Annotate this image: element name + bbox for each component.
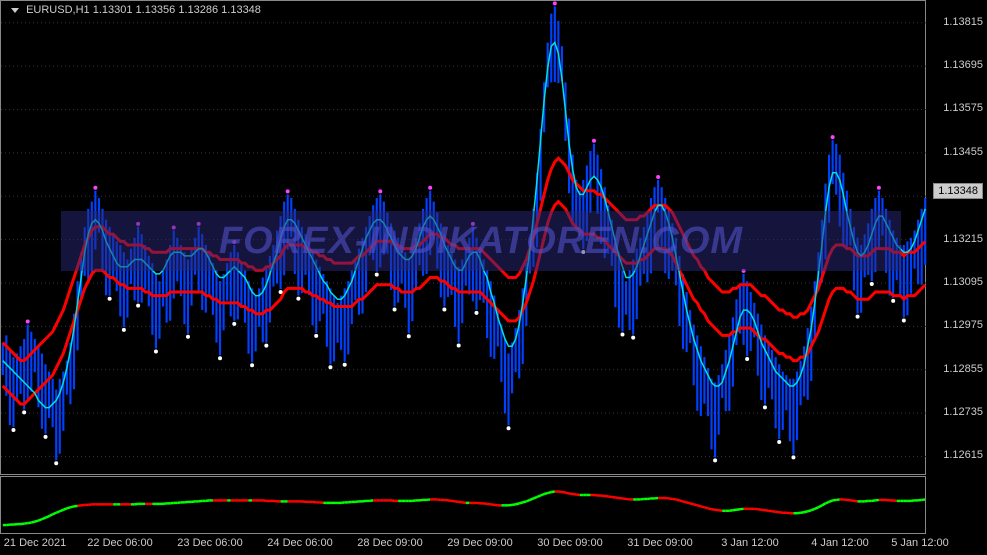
x-axis-label: 28 Dec 09:00 — [357, 537, 422, 549]
x-axis-label: 23 Dec 06:00 — [177, 537, 242, 549]
y-axis-label: 1.12735 — [943, 406, 983, 418]
x-axis-label: 21 Dec 2021 — [4, 537, 66, 549]
y-axis-label: 1.12975 — [943, 319, 983, 331]
chart-title: EURUSD,H1 1.13301 1.13356 1.13286 1.1334… — [11, 4, 261, 16]
y-axis-label: 1.13455 — [943, 146, 983, 158]
watermark: FOREX-INDIKATOREN.COM — [61, 211, 901, 271]
x-axis-label: 31 Dec 09:00 — [627, 537, 692, 549]
y-axis-label: 1.13575 — [943, 102, 983, 114]
ohlc-label: 1.13301 1.13356 1.13286 1.13348 — [93, 4, 261, 16]
y-axis-label: 1.13215 — [943, 233, 983, 245]
chart-container: EURUSD,H1 1.13301 1.13356 1.13286 1.1334… — [0, 0, 987, 555]
sub-chart-svg — [1, 477, 927, 535]
x-axis-label: 24 Dec 06:00 — [267, 537, 332, 549]
y-axis-label: 1.12855 — [943, 363, 983, 375]
y-axis: 1.12615 1.12735 1.12855 1.12975 1.13095 1.132… — [926, 0, 987, 475]
x-axis-label: 4 Jan 12:00 — [811, 537, 869, 549]
x-axis-label: 29 Dec 09:00 — [447, 537, 512, 549]
symbol-label: EURUSD,H1 — [26, 4, 90, 16]
main-chart[interactable]: EURUSD,H1 1.13301 1.13356 1.13286 1.1334… — [0, 0, 926, 475]
y-axis-label: 1.13095 — [943, 276, 983, 288]
current-price-box: 1.13348 — [933, 183, 983, 199]
sub-chart[interactable] — [0, 476, 926, 534]
y-axis-label: 1.13815 — [943, 16, 983, 28]
x-axis: 21 Dec 2021 22 Dec 06:00 23 Dec 06:00 24 De… — [0, 534, 926, 555]
y-axis-label: 1.13695 — [943, 59, 983, 71]
x-axis-label: 22 Dec 06:00 — [87, 537, 152, 549]
x-axis-label: 3 Jan 12:00 — [721, 537, 779, 549]
x-axis-label: 5 Jan 12:00 — [891, 537, 949, 549]
watermark-text: FOREX-INDIKATOREN.COM — [219, 220, 743, 263]
x-axis-label: 30 Dec 09:00 — [537, 537, 602, 549]
y-axis-label: 1.12615 — [943, 449, 983, 461]
dropdown-arrow-icon — [11, 8, 19, 13]
